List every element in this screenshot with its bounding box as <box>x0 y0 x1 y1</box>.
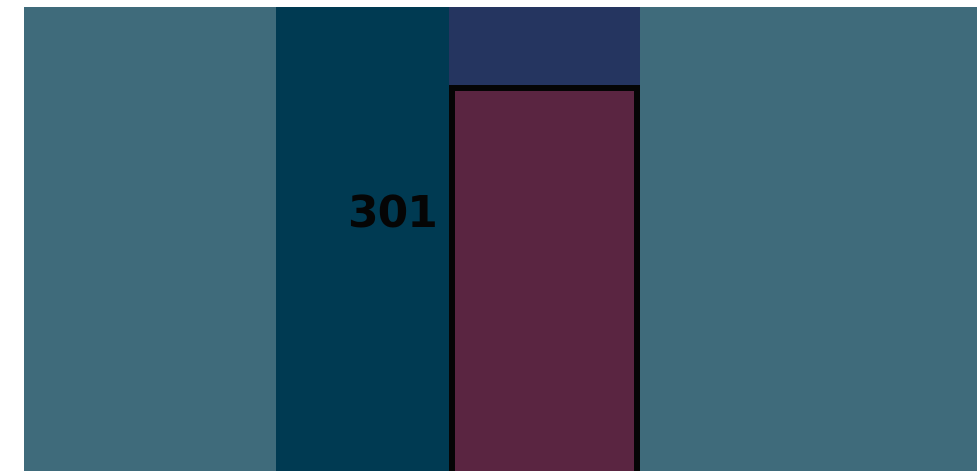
selected-panel[interactable] <box>449 85 640 471</box>
center-panel <box>276 7 449 471</box>
right-panel <box>640 7 977 471</box>
left-panel <box>24 7 276 471</box>
number-label: 301 <box>348 187 438 238</box>
top-band <box>449 7 640 85</box>
